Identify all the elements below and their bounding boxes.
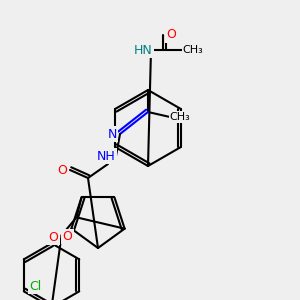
Text: O: O xyxy=(62,230,72,243)
Text: NH: NH xyxy=(97,149,116,163)
Text: CH₃: CH₃ xyxy=(169,112,190,122)
Text: Cl: Cl xyxy=(30,280,42,293)
Text: CH₃: CH₃ xyxy=(183,45,203,55)
Text: HN: HN xyxy=(134,44,152,56)
Text: O: O xyxy=(49,231,58,244)
Text: N: N xyxy=(107,128,117,140)
Text: O: O xyxy=(166,28,176,41)
Text: O: O xyxy=(57,164,67,176)
